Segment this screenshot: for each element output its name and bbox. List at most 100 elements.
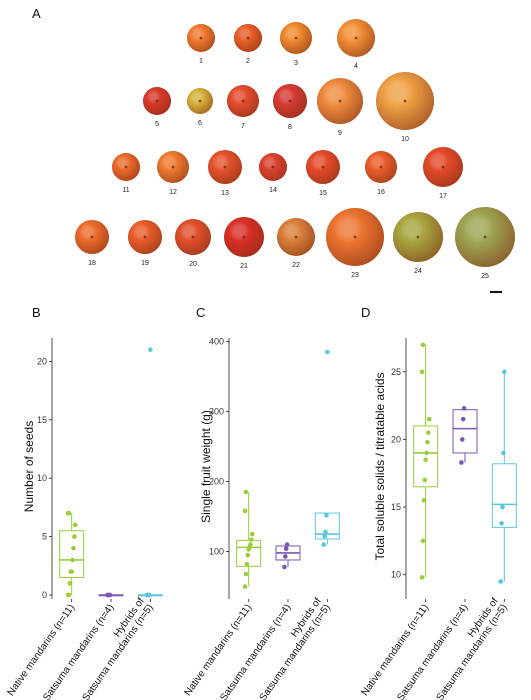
chart-weight: 100 200 300 400 Single fruit weight (g) Nativ… [183,337,340,700]
fruit-22: 22 [277,218,315,269]
fruit-5: 5 [143,87,171,128]
data-point [249,537,254,542]
fruit-11: 11 [112,153,140,194]
data-point [421,498,427,503]
y-axis-title: Single fruit weight (g) [199,410,213,523]
fruit-label: 19 [141,260,149,267]
data-point [498,579,504,584]
fruit-label: 18 [88,260,96,267]
fruit-12: 12 [157,151,189,196]
panel-label-a: A [32,6,41,21]
data-point [422,477,428,483]
data-point [71,545,76,551]
fruit-label: 8 [288,124,292,131]
y-axis-title: Number of seeds [22,421,36,512]
fruit-label: 22 [292,262,300,269]
data-point [67,581,73,586]
outlier-point [325,349,330,355]
data-point [424,450,429,456]
data-point [242,508,248,514]
fruit-label: 25 [481,273,489,280]
box-body [413,425,439,488]
data-point [245,552,251,558]
panel-label-c: C [196,305,206,320]
fruit-14: 14 [259,153,287,194]
fruit-13: 13 [208,150,242,197]
fruit-label: 17 [439,193,447,200]
fruit-label: 20 [189,261,197,268]
data-point [248,542,253,547]
fruit-20: 20 [175,219,211,268]
fruit-label: 11 [122,187,129,194]
box-2 [275,542,301,570]
data-point [419,369,425,375]
data-point [321,542,327,547]
outlier-point [148,347,153,352]
fruit-9: 9 [317,78,363,137]
panel-label-b: B [32,305,41,320]
box-1 [236,489,262,589]
box-3 [491,369,517,584]
box-body [491,463,517,528]
data-point [426,430,431,435]
fruit-16: 16 [365,151,397,196]
y-tick-label: 200 [209,477,224,487]
fruit-17: 17 [423,147,463,200]
data-point [242,584,248,589]
y-tick-label: 20 [391,434,401,444]
fruit-label: 5 [155,121,159,128]
fruit-15: 15 [306,150,340,197]
fruit-label: 12 [169,189,177,196]
fruit-label: 13 [221,190,229,197]
data-point [72,534,77,539]
data-point [282,564,287,570]
fruit-7: 7 [227,85,259,130]
fruit-label: 1 [199,58,203,65]
fruit-label: 6 [198,120,202,127]
data-point [322,533,327,539]
data-point [419,575,425,580]
data-point [69,569,74,574]
data-point [70,557,75,563]
fruit-21: 21 [224,217,264,270]
fruit-label: 4 [354,63,358,70]
fruit-label: 16 [377,189,385,196]
box-body [236,539,262,567]
y-tick-label: 0 [42,590,47,600]
fruit-25: 25 [455,207,515,280]
fruit-label: 10 [401,136,409,143]
data-point [502,369,507,375]
data-point [107,592,113,598]
data-point [283,554,288,559]
data-point [249,531,255,537]
data-point [284,542,290,547]
panel-label-d: D [361,305,371,320]
data-point [461,406,467,411]
y-axis-title: Total soluble solids / titratable acids [373,372,387,560]
fruit-1: 1 [187,24,215,65]
y-tick-label: 15 [391,502,401,512]
y-tick-label: 25 [391,367,401,377]
fruit-label: 23 [351,272,359,279]
data-point [459,460,464,465]
fruit-18: 18 [75,220,109,267]
fruit-24: 24 [393,212,443,275]
chart-seeds: 0 5 10 15 20 Number of seeds Native mandarins … [6,338,163,700]
fruit-label: 9 [338,130,342,137]
fruit-label: 2 [246,58,250,65]
data-point [460,416,466,422]
x-tick-label: Satsuma mandarins (n=4) [41,602,116,700]
fruit-6: 6 [187,88,213,127]
fruit-2: 2 [234,24,262,65]
data-point [420,342,426,348]
fruit-19: 19 [128,220,162,267]
data-point [243,571,249,577]
x-tick-label: Native mandarins (n=11) [183,602,255,698]
data-point [501,450,506,456]
fruit-label: 24 [414,268,422,275]
fruit-4: 4 [337,19,375,70]
data-point [324,512,329,518]
x-tick-label: Native mandarins (n=11) [360,602,432,698]
y-tick-label: 400 [209,337,224,347]
x-tick-label: Native mandarins (n=11) [6,602,78,698]
